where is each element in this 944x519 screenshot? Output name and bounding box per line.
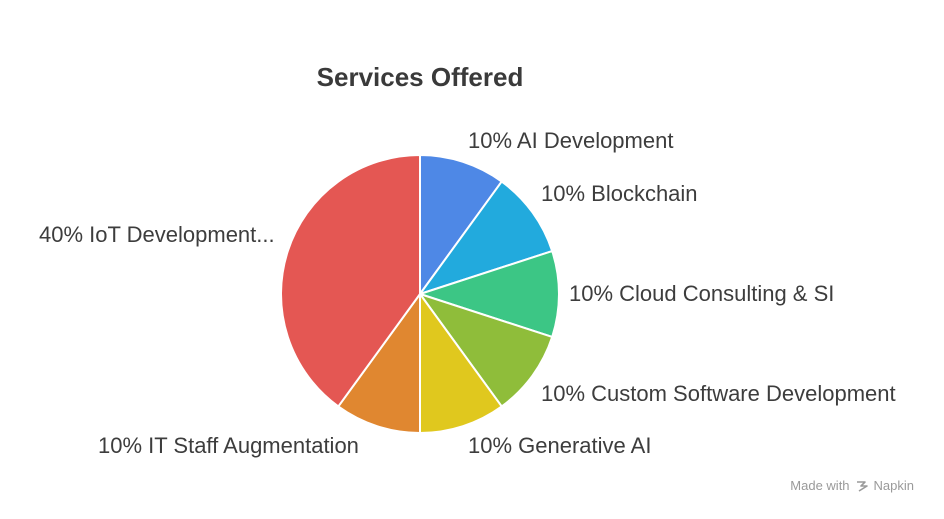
label-it-staff-augmentation: 10% IT Staff Augmentation (98, 433, 359, 458)
label-ai-development: 10% AI Development (468, 128, 674, 153)
made-with-napkin: Made with Napkin (790, 478, 914, 493)
chart-title: Services Offered (316, 62, 524, 92)
napkin-brand-text: Napkin (873, 478, 914, 493)
label-generative-ai: 10% Generative AI (468, 433, 652, 458)
label-cloud-consulting: 10% Cloud Consulting & SI (569, 281, 835, 306)
pie-slice-2 (419, 250, 560, 338)
pie-slice-0 (419, 154, 503, 295)
label-iot-development: 40% IoT Development... (39, 222, 275, 247)
made-with-text: Made with (790, 478, 850, 493)
pie-slice-4 (419, 293, 503, 434)
pie-slice-3 (419, 293, 554, 408)
label-custom-software: 10% Custom Software Development (541, 381, 896, 406)
pie-slice-5 (337, 293, 421, 434)
label-blockchain: 10% Blockchain (541, 181, 698, 206)
pie-slice-1 (419, 180, 554, 295)
pie-slice-6 (280, 154, 421, 408)
napkin-logo-icon (856, 480, 868, 492)
